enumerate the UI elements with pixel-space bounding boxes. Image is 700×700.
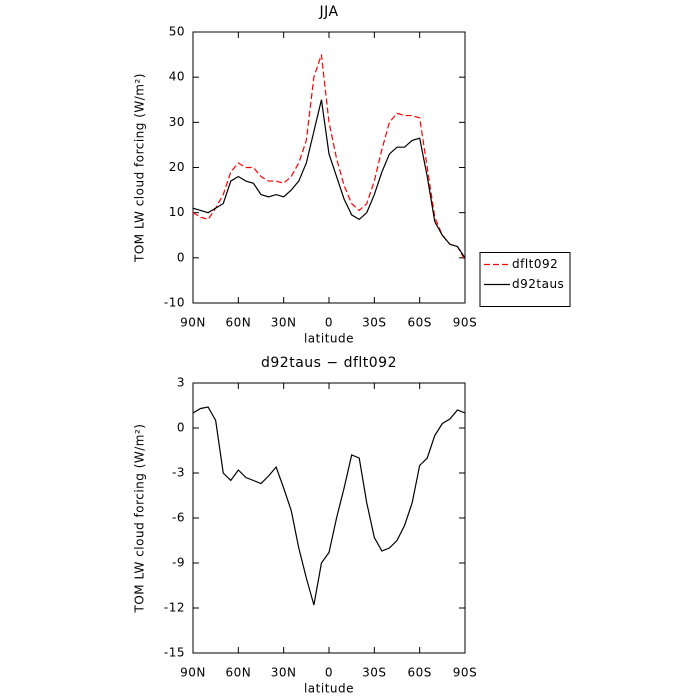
y-tick-label: 50 (169, 25, 185, 39)
x-tick-label: 60N (225, 316, 251, 330)
y-tick-label: -10 (164, 296, 185, 310)
x-tick-label: 30N (271, 316, 297, 330)
data-line (192, 99, 466, 259)
y-tick-label: 10 (169, 205, 185, 219)
x-tick-label: 90N (180, 666, 206, 680)
data-line (192, 54, 466, 261)
y-tick-label: 30 (169, 115, 185, 129)
x-tick-label: 0 (325, 666, 333, 680)
x-tick-label: 60N (225, 666, 251, 680)
y-axis-label: TOM LW cloud forcing (W/m²) (133, 424, 147, 614)
x-tick-label: 30S (362, 666, 386, 680)
x-tick-label: 30S (362, 316, 386, 330)
x-tick-label: 0 (325, 316, 333, 330)
y-tick-label: -3 (172, 466, 185, 480)
y-tick-label: 0 (177, 250, 185, 264)
y-tick-label: -12 (164, 601, 185, 615)
y-axis-label: TOM LW cloud forcing (W/m²) (133, 73, 147, 263)
x-tick-label: 30N (271, 666, 297, 680)
data-line (192, 406, 466, 606)
legend-label: d92taus (512, 277, 564, 291)
y-tick-label: -9 (172, 556, 185, 570)
x-axis-label: latitude (304, 332, 354, 346)
y-tick-label: -6 (172, 511, 185, 525)
chart-title: d92taus − dflt092 (261, 355, 397, 371)
y-tick-label: -15 (164, 646, 185, 660)
legend-box (479, 252, 571, 307)
x-tick-label: 60S (407, 316, 431, 330)
plot-frame (192, 382, 466, 654)
x-tick-label: 90N (180, 316, 206, 330)
chart-title: JJA (318, 4, 338, 20)
y-tick-label: 3 (177, 376, 185, 390)
y-tick-label: 20 (169, 160, 185, 174)
x-axis-label: latitude (304, 682, 354, 696)
y-tick-label: 40 (169, 70, 185, 84)
x-tick-label: 90S (453, 316, 477, 330)
x-tick-label: 60S (407, 666, 431, 680)
legend-label: dflt092 (512, 257, 558, 271)
x-tick-label: 90S (453, 666, 477, 680)
y-tick-label: 0 (177, 421, 185, 435)
